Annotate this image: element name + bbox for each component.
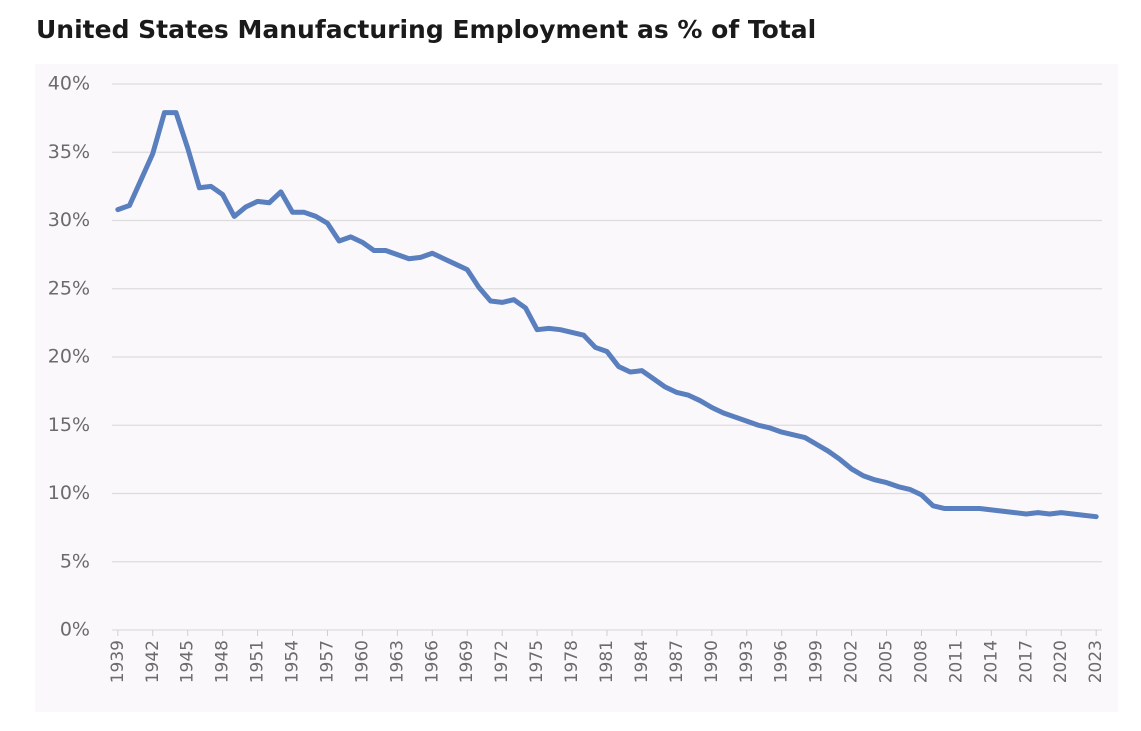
plot-background <box>35 64 1118 712</box>
x-tick-label: 1957 <box>317 640 337 683</box>
x-tick-label: 1972 <box>492 640 512 683</box>
x-tick-label: 1948 <box>213 640 233 683</box>
y-tick-label: 15% <box>48 414 90 436</box>
x-tick-label: 1969 <box>457 640 477 683</box>
x-tick-label: 1954 <box>283 640 303 683</box>
x-tick-label: 1978 <box>562 640 582 683</box>
data-line <box>115 110 1099 520</box>
y-tick-label: 30% <box>48 209 90 231</box>
x-tick-label: 1984 <box>632 640 652 683</box>
x-tick-label: 1945 <box>178 640 198 683</box>
chart-title: United States Manufacturing Employment a… <box>36 15 816 44</box>
x-tick-label: 2014 <box>981 640 1001 683</box>
x-tick-label: 1942 <box>143 640 163 683</box>
x-tick-label: 1996 <box>772 640 792 683</box>
x-tick-label: 1990 <box>702 640 722 683</box>
x-tick-label: 2011 <box>946 640 966 683</box>
x-tick-label: 1939 <box>108 640 128 683</box>
x-tick-label: 1951 <box>248 640 268 683</box>
y-tick-label: 25% <box>48 277 90 299</box>
x-tick-label: 2008 <box>911 640 931 683</box>
x-tick-label: 2017 <box>1016 640 1036 683</box>
y-tick-label: 35% <box>48 141 90 163</box>
x-tick-label: 2005 <box>877 640 897 683</box>
x-tick-label: 1999 <box>807 640 827 683</box>
x-tick-label: 1966 <box>422 640 442 683</box>
y-tick-label: 10% <box>48 482 90 504</box>
x-tick-label: 1981 <box>597 640 617 683</box>
x-tick-label: 2023 <box>1086 640 1106 683</box>
x-tick-label: 1993 <box>737 640 757 683</box>
x-tick-label: 2002 <box>842 640 862 683</box>
x-tick-label: 1987 <box>667 640 687 683</box>
x-tick-label: 1975 <box>527 640 547 683</box>
y-tick-label: 5% <box>60 550 90 572</box>
y-tick-label: 40% <box>48 73 90 95</box>
x-tick-label: 1960 <box>352 640 372 683</box>
x-tick-label: 1963 <box>387 640 407 683</box>
y-tick-label: 20% <box>48 346 90 368</box>
y-tick-label: 0% <box>60 619 90 641</box>
x-tick-label: 2020 <box>1051 640 1071 683</box>
